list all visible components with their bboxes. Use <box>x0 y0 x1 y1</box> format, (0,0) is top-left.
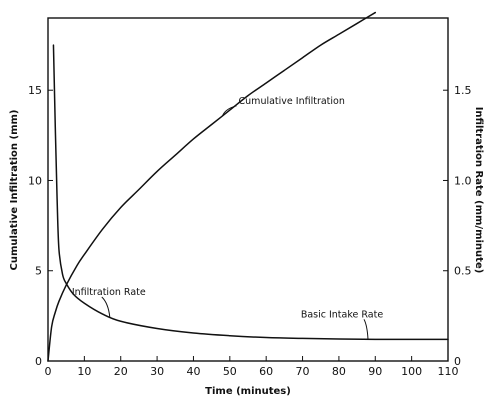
annotation-leader <box>222 105 237 117</box>
x-axis-title: Time (minutes) <box>205 386 291 397</box>
x-tick-label: 60 <box>259 365 273 378</box>
x-tick-label: 40 <box>186 365 200 378</box>
x-tick-label: 0 <box>45 365 52 378</box>
annotation-label: Infiltration Rate <box>72 287 146 298</box>
x-tick-label: 30 <box>150 365 164 378</box>
annotation-leader <box>101 296 111 318</box>
annotation-leader <box>363 319 369 340</box>
annotation-label: Basic Intake Rate <box>301 309 384 320</box>
y-right-tick-label: 0.5 <box>454 265 472 278</box>
plot-frame <box>47 17 449 362</box>
y-left-tick-label: 15 <box>28 84 42 97</box>
x-tick-label: 110 <box>438 365 459 378</box>
x-tick-label: 50 <box>223 365 237 378</box>
y-right-axis-title: Infiltration Rate (mm/minute) <box>473 107 484 274</box>
x-tick-label: 10 <box>77 365 91 378</box>
x-tick-label: 100 <box>401 365 422 378</box>
y-left-tick-label: 5 <box>35 265 42 278</box>
series-line-infiltration-rate <box>52 44 449 341</box>
y-left-tick-label: 10 <box>28 174 42 187</box>
y-right-tick-label: 1.5 <box>454 84 472 97</box>
x-tick-label: 80 <box>332 365 346 378</box>
ticks-layer: 0 10 20 30 40 50 60 70 80 90 100 11005101500.51.01.… <box>28 84 472 378</box>
x-tick-label: 70 <box>296 365 310 378</box>
series-line-cumulative-infiltration <box>47 11 377 362</box>
y-right-tick-label: 1.0 <box>454 174 472 187</box>
annotation-layer: Cumulative Infiltration Infiltration Rate… <box>72 96 384 340</box>
x-tick-label: 90 <box>368 365 382 378</box>
series-layer <box>47 11 449 362</box>
y-left-axis-title: Cumulative Infiltration (mm) <box>9 110 20 271</box>
y-right-tick-label: 0 <box>454 355 461 368</box>
y-left-tick-label: 0 <box>35 355 42 368</box>
annotation-label: Cumulative Infiltration <box>239 96 345 107</box>
x-tick-label: 20 <box>114 365 128 378</box>
